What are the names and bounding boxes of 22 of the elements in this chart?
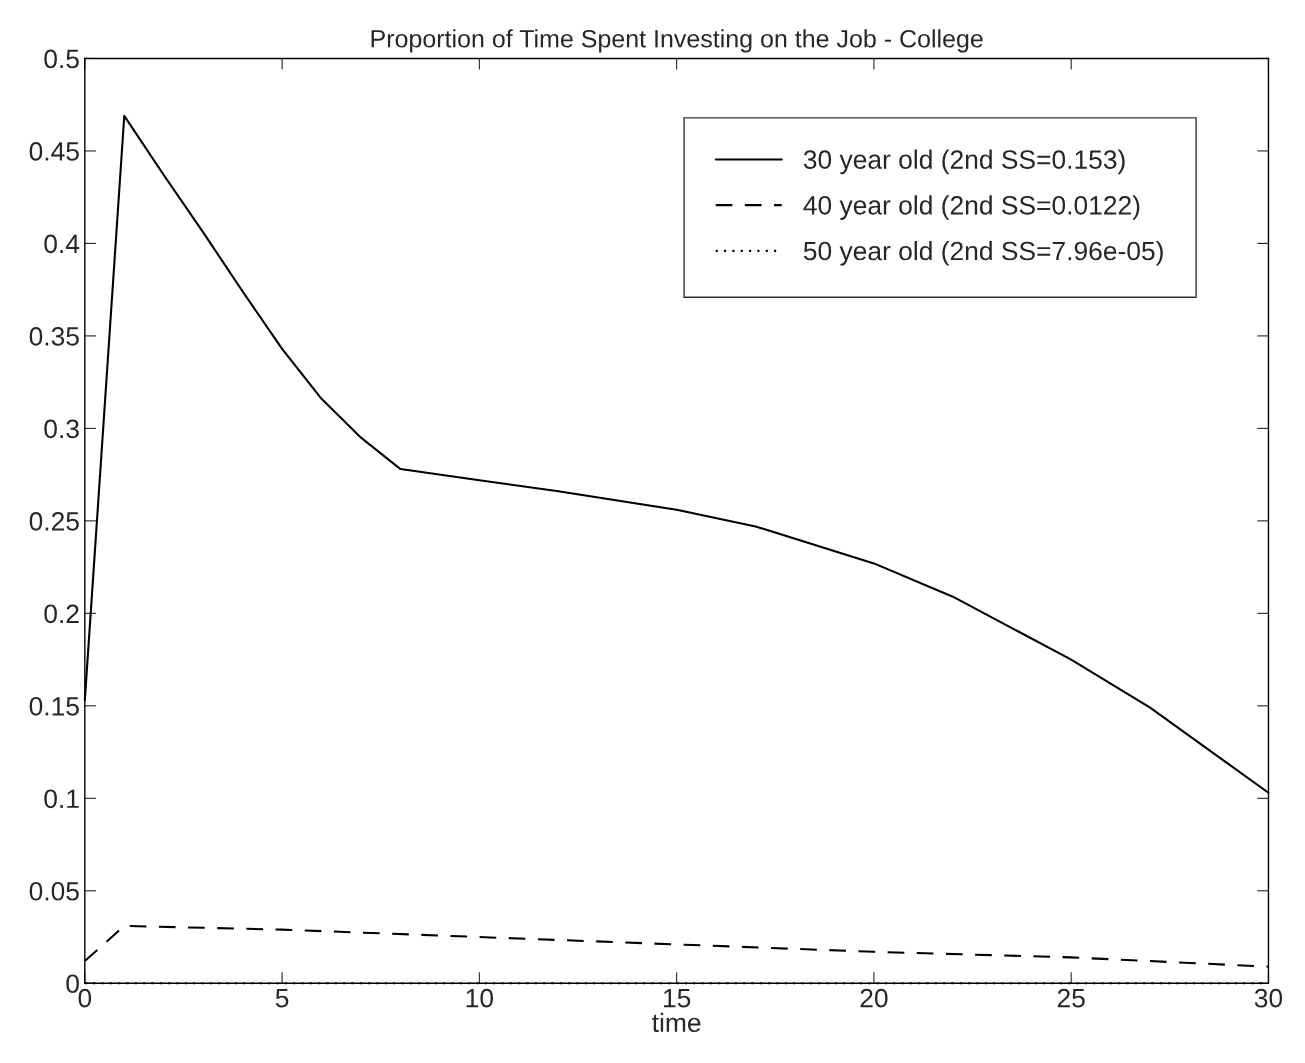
y-tick-label: 0.2 bbox=[44, 604, 79, 624]
y-tick-label: 0.45 bbox=[29, 142, 79, 161]
chart-title: Proportion of Time Spent Investing on the Job - College bbox=[371, 29, 983, 53]
legend-label: 40 year old (2nd SS=0.0122) bbox=[803, 195, 1140, 220]
y-tick-label: 0.1 bbox=[44, 789, 79, 809]
y-tick-label: 0.35 bbox=[29, 327, 79, 346]
y-tick-label: 0 bbox=[66, 974, 79, 994]
y-tick-label: 0.5 bbox=[44, 49, 79, 69]
legend-label: 30 year old (2nd SS=0.153) bbox=[803, 149, 1125, 175]
x-tick-label: 5 bbox=[275, 989, 289, 1008]
y-tick-label: 0.4 bbox=[44, 234, 80, 254]
y-tick-label: 0.15 bbox=[29, 696, 79, 716]
y-tick-label: 0.3 bbox=[44, 419, 79, 439]
y-tick-label: 0.05 bbox=[29, 881, 79, 901]
x-axis-title: time bbox=[652, 1012, 701, 1033]
x-tick-label: 30 bbox=[1254, 988, 1283, 1008]
y-tick-label: 0.25 bbox=[29, 512, 79, 531]
x-tick-label: 25 bbox=[1057, 988, 1085, 1008]
x-tick-label: 15 bbox=[663, 989, 691, 1008]
x-tick-label: 10 bbox=[466, 988, 494, 1008]
x-tick-label: 20 bbox=[860, 988, 888, 1008]
legend-label: 50 year old (2nd SS=7.96e-05) bbox=[803, 240, 1163, 266]
